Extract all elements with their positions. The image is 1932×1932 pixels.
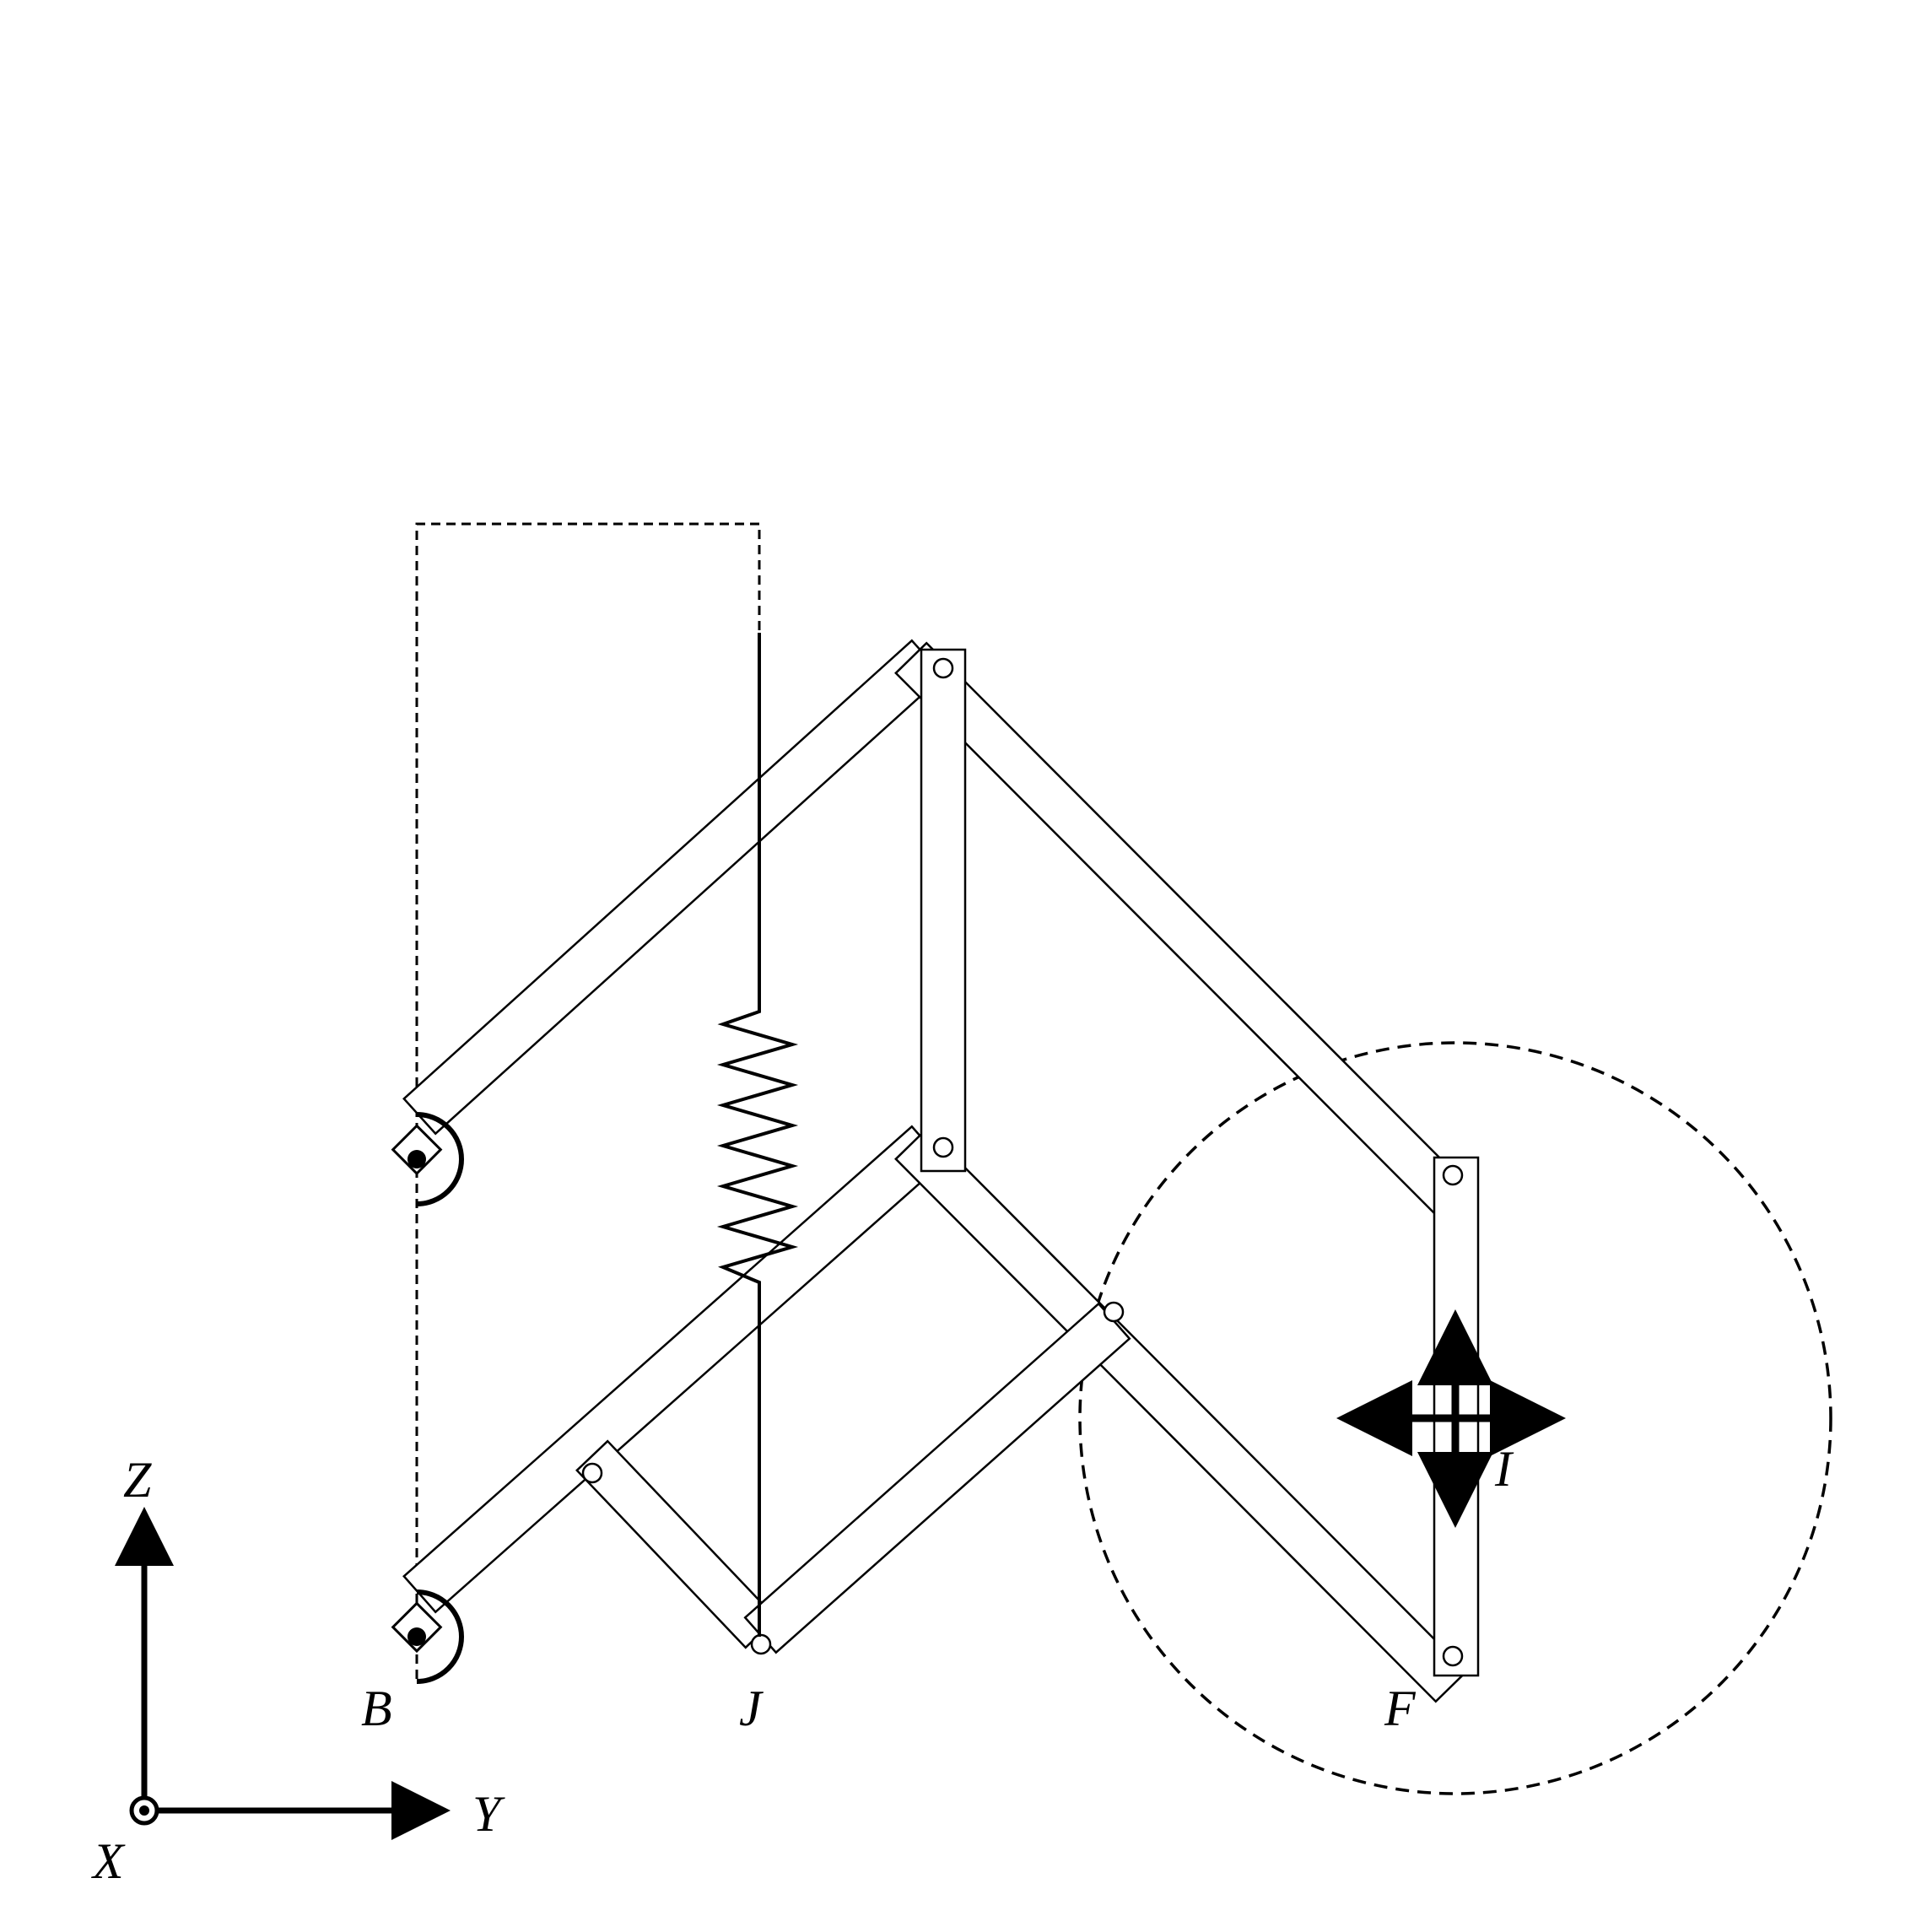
label-i: I	[1494, 1441, 1514, 1497]
link-lower-right	[894, 1127, 1468, 1703]
pin-joint-rhombus-left	[581, 1462, 603, 1484]
base-joint-lower	[391, 1589, 464, 1684]
pin-joint-rhombus-right	[1103, 1301, 1125, 1323]
link-upper-left	[402, 639, 945, 1136]
label-j: J	[739, 1681, 764, 1736]
half-circle-pivot-icon	[416, 1112, 464, 1206]
label-b: B	[361, 1681, 392, 1736]
base-joint-upper	[391, 1112, 464, 1206]
linkage	[402, 639, 1480, 1703]
label-f: F	[1384, 1681, 1417, 1736]
pin-joint-right-upper	[1442, 1164, 1464, 1186]
link-rhombus-right	[743, 1302, 1131, 1654]
circled-dot-icon	[129, 1795, 159, 1826]
link-vertical-center	[920, 648, 967, 1173]
pin-joint-center	[932, 1136, 954, 1158]
workspace-circle	[1078, 1041, 1832, 1795]
label-axis-y: Y	[472, 1786, 505, 1842]
pin-joint-j	[750, 1633, 772, 1655]
label-axis-z: Z	[123, 1452, 152, 1508]
link-rhombus-left	[575, 1439, 778, 1649]
half-circle-pivot-icon	[416, 1589, 464, 1684]
link-upper-right	[894, 641, 1468, 1217]
label-axis-x: X	[91, 1833, 126, 1889]
four-way-arrow-icon	[1336, 1309, 1566, 1528]
spring	[716, 633, 799, 1637]
coordinate-axes	[115, 1507, 451, 1840]
pin-joint-top	[932, 657, 954, 679]
pin-joints	[581, 657, 1464, 1667]
pin-joint-right-lower	[1442, 1645, 1464, 1667]
